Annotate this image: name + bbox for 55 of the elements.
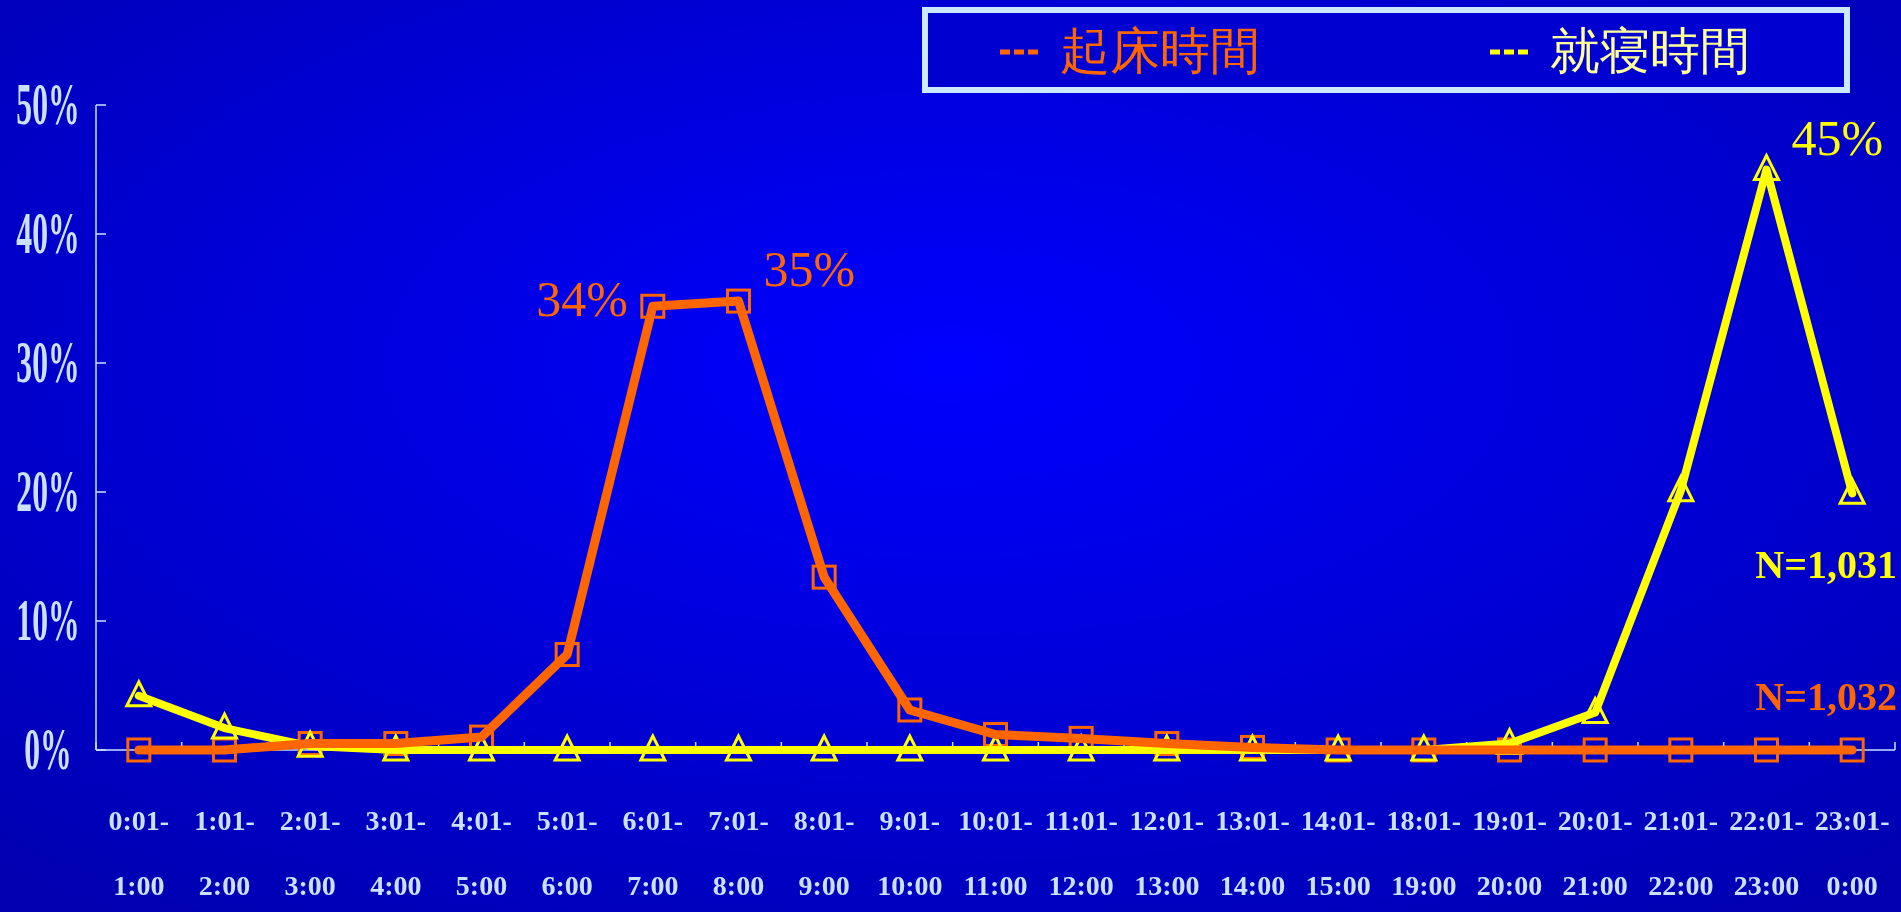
- legend-label: 起床時間: [1060, 23, 1260, 79]
- annotation: N=1,031: [1755, 542, 1897, 587]
- point: [554, 642, 580, 668]
- category-label: 7:01-8:00: [708, 805, 769, 901]
- point: [1581, 697, 1609, 725]
- point: [639, 734, 667, 762]
- y-tick-label: 50%: [16, 71, 80, 137]
- category-label: 9:01-10:00: [877, 805, 943, 901]
- point: [726, 288, 751, 314]
- category-label: 4:01-5:00: [451, 805, 512, 901]
- y-tick-label: 0%: [24, 716, 72, 782]
- y-tick-label: 40%: [16, 200, 80, 266]
- point: [725, 734, 752, 762]
- category-label: 14:01-15:00: [1300, 805, 1376, 901]
- point: [640, 293, 666, 319]
- category-label: 6:01-7:00: [622, 805, 684, 901]
- category-label: 22:01-23:00: [1729, 805, 1804, 901]
- point: [1839, 737, 1865, 763]
- point: [1667, 475, 1695, 503]
- category-label: 18:01-19:00: [1386, 805, 1462, 901]
- category-label: 1:01-2:00: [194, 805, 255, 901]
- data-label: 35%: [763, 241, 856, 298]
- category-label: 10:01-11:00: [958, 805, 1033, 901]
- y-tick-label: 30%: [16, 329, 80, 395]
- y-tick-label: 10%: [16, 587, 80, 653]
- point: [1754, 737, 1779, 763]
- category-label: 3:01-4:00: [365, 805, 427, 901]
- point: [810, 734, 838, 762]
- data-label: 45%: [1791, 109, 1884, 166]
- point: [126, 737, 152, 763]
- category-label: 8:01-9:00: [793, 805, 855, 901]
- point: [553, 734, 581, 762]
- category-label: 0:01-1:00: [108, 805, 170, 901]
- legend-label: 就寝時間: [1550, 23, 1750, 79]
- category-label: 5:01-6:00: [536, 805, 598, 901]
- point: [896, 734, 924, 762]
- point: [1668, 737, 1694, 763]
- point: [897, 697, 923, 723]
- point: [1838, 477, 1866, 505]
- category-label: 13:01-14:00: [1215, 805, 1290, 901]
- category-label: 2:01-3:00: [279, 805, 341, 901]
- category-label: 11:01-12:00: [1044, 805, 1118, 901]
- point: [1753, 154, 1780, 181]
- data-label: 34%: [536, 271, 628, 328]
- category-label: 19:01-20:00: [1472, 805, 1547, 901]
- point: [811, 564, 837, 590]
- point: [125, 680, 153, 708]
- point: [1582, 737, 1608, 763]
- category-label: 21:01-22:00: [1643, 805, 1719, 901]
- y-tick-label: 20%: [16, 458, 80, 524]
- point: [983, 722, 1008, 748]
- category-label: 12:01-13:00: [1129, 805, 1205, 901]
- category-label: 20:01-21:00: [1557, 805, 1633, 901]
- annotation: N=1,032: [1755, 674, 1897, 719]
- category-label: 23:01-0:00: [1814, 805, 1890, 901]
